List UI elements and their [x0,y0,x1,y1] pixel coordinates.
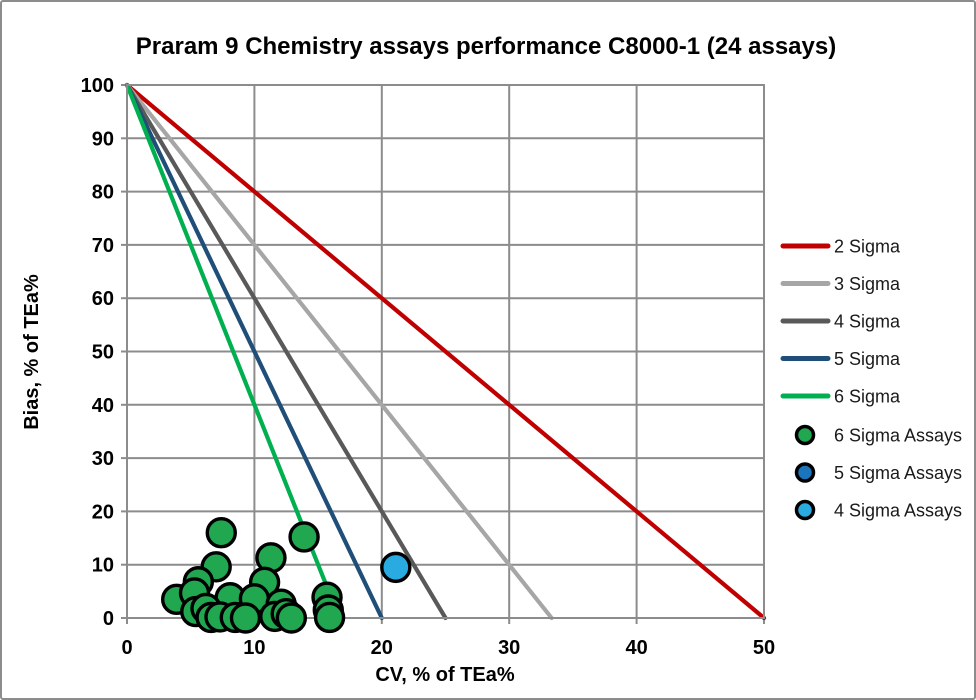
sigma-line-2-sigma [124,82,767,621]
y-tick-label: 10 [92,555,114,577]
y-tick-label: 90 [92,128,114,150]
x-tick-label: 0 [121,637,132,659]
sigma-line-3-sigma [124,82,554,621]
assay-points [160,517,412,634]
y-tick-label: 40 [92,395,114,417]
y-tick-label: 20 [92,501,114,523]
x-axis-ticks: 0 10 20 30 40 50 [121,637,775,659]
assay-point-4-sigma-assays[interactable] [380,551,412,584]
legend-item-3-sigma[interactable]: 3 Sigma [780,274,901,294]
legend-item-2-sigma[interactable]: 2 Sigma [780,237,901,257]
legend-label: 3 Sigma [834,274,901,294]
legend-marker-swatch [794,499,816,521]
y-tick-label: 60 [92,288,114,310]
x-tick-label: 30 [498,637,520,659]
y-tick-label: 50 [92,342,114,364]
legend-marker-swatch [794,424,816,446]
y-tick-label: 0 [103,608,114,630]
assay-point-6-sigma-assays[interactable] [313,601,346,634]
assay-point-6-sigma-assays[interactable] [205,517,237,549]
legend-label: 4 Sigma Assays [834,501,962,521]
x-tick-label: 40 [625,637,647,659]
legend-item-6-sigma-assays[interactable]: 6 Sigma Assays [794,424,963,446]
x-tick-label: 10 [243,637,265,659]
x-axis-title: CV, % of TEa% [375,664,515,686]
legend-label: 5 Sigma Assays [834,463,962,483]
chart-title: Praram 9 Chemistry assays performance C8… [136,33,836,60]
legend-label: 2 Sigma [834,237,901,257]
x-tick-label: 20 [371,637,393,659]
legend-label: 4 Sigma [834,312,901,332]
legend-item-4-sigma[interactable]: 4 Sigma [780,312,901,332]
legend-item-4-sigma-assays[interactable]: 4 Sigma Assays [794,499,963,521]
y-tick-label: 30 [92,448,114,470]
legend-label: 6 Sigma Assays [834,426,962,446]
y-axis-title: Bias, % of TEa% [21,274,43,430]
plot-area-border [126,84,765,619]
y-axis-ticks: 0 10 20 30 40 50 60 70 80 90 100 [81,75,114,630]
legend-label: 6 Sigma [834,387,901,407]
x-tick-label: 50 [753,637,775,659]
assay-point-6-sigma-assays[interactable] [275,602,308,634]
y-tick-label: 100 [81,75,114,97]
legend-marker-swatch [794,462,816,483]
legend-item-5-sigma-assays[interactable]: 5 Sigma Assays [794,462,963,483]
assay-point-6-sigma-assays[interactable] [229,602,262,634]
assay-point-6-sigma-assays[interactable] [288,521,320,553]
legend: 2 Sigma 3 Sigma 4 Sigma 5 Sigma 6 Sigma 6 Sig… [780,237,963,521]
legend-label: 5 Sigma [834,349,901,369]
sigma-line-5-sigma [124,82,384,621]
legend-item-5-sigma[interactable]: 5 Sigma [780,349,901,369]
sigma-line-4-sigma [124,82,448,621]
legend-item-6-sigma[interactable]: 6 Sigma [780,387,901,407]
y-tick-label: 80 [92,182,114,204]
y-tick-label: 70 [92,235,114,257]
